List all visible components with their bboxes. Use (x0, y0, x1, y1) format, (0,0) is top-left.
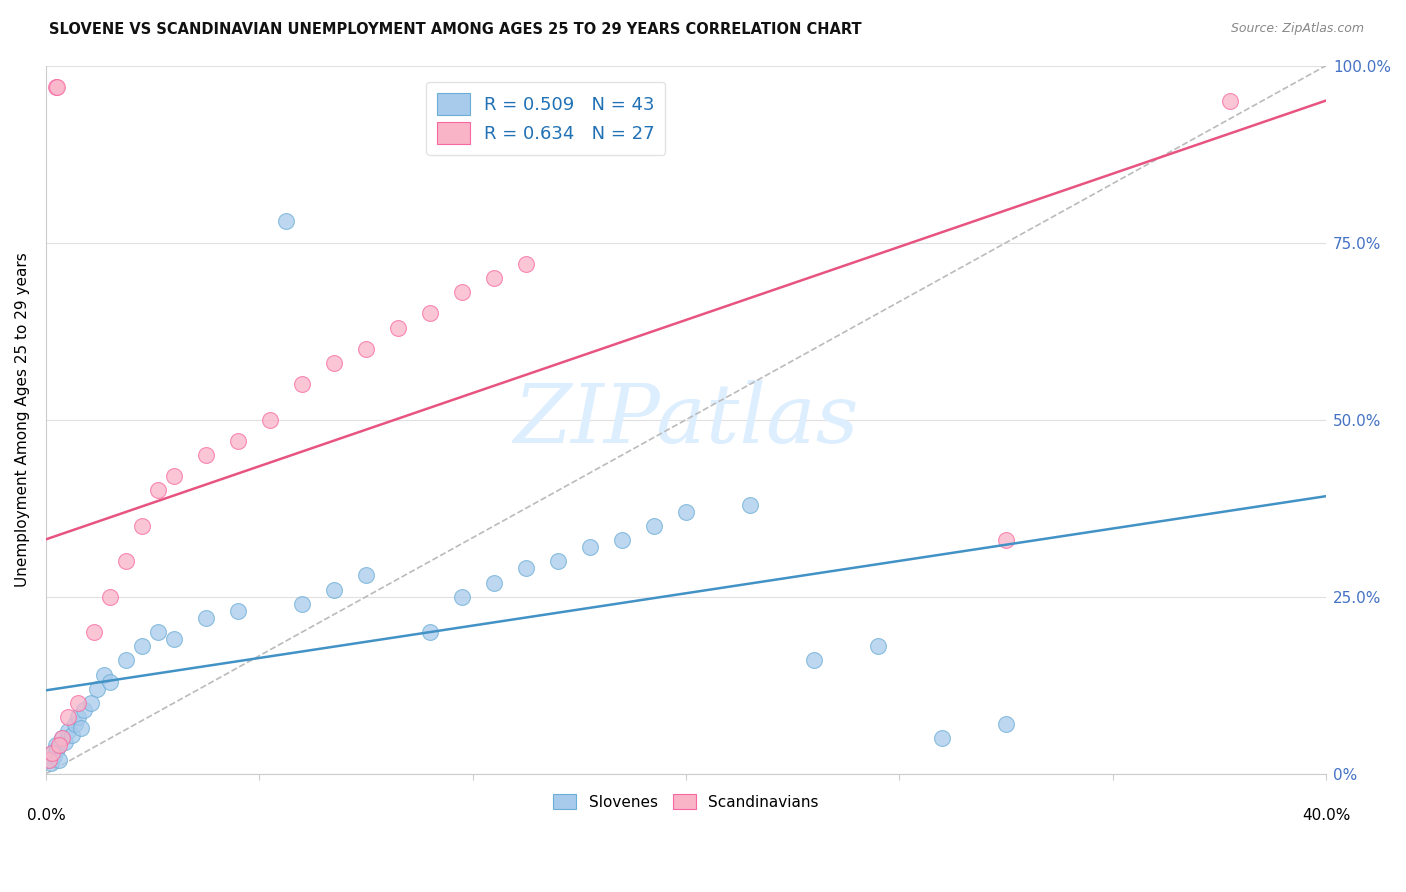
Point (515, 561, 537, 575)
Text: 0.0%: 0.0% (27, 808, 65, 823)
Text: ZIPatlas: ZIPatlas (513, 380, 859, 459)
Point (226, 604, 249, 618)
Point (45, 79, 67, 94)
Point (146, 483, 169, 498)
Point (274, 214, 297, 228)
Point (419, 625, 441, 640)
Point (451, 285, 474, 300)
Point (163, 469, 186, 483)
Point (226, 434, 249, 448)
Legend: Slovenes, Scandinavians: Slovenes, Scandinavians (547, 788, 825, 815)
Point (83, 625, 105, 640)
Text: 40.0%: 40.0% (1302, 808, 1350, 823)
Point (41, 746, 63, 760)
Point (419, 306, 441, 320)
Y-axis label: Unemployment Among Ages 25 to 29 years: Unemployment Among Ages 25 to 29 years (15, 252, 30, 587)
Point (995, 533, 1018, 547)
Point (38, 753, 60, 767)
Point (39, 756, 62, 771)
Point (48, 739, 70, 753)
Point (115, 653, 138, 667)
Point (291, 597, 314, 611)
Point (803, 653, 825, 667)
Point (146, 625, 169, 640)
Point (738, 498, 761, 512)
Point (93, 667, 115, 681)
Point (58, 724, 80, 739)
Point (46, 79, 69, 94)
Point (354, 342, 377, 356)
Point (323, 356, 346, 370)
Point (866, 640, 889, 654)
Point (291, 377, 314, 392)
Point (66, 710, 89, 724)
Point (51, 731, 73, 746)
Point (73, 703, 96, 717)
Point (131, 640, 153, 654)
Point (98, 674, 121, 689)
Point (195, 448, 218, 462)
Point (60, 728, 83, 742)
Point (259, 412, 281, 426)
Point (66, 696, 89, 710)
Point (995, 717, 1018, 731)
Point (547, 554, 569, 568)
Text: Source: ZipAtlas.com: Source: ZipAtlas.com (1230, 22, 1364, 36)
Point (42, 749, 65, 764)
Point (515, 257, 537, 271)
Point (610, 533, 633, 547)
Point (163, 632, 186, 647)
Point (643, 519, 665, 533)
Point (63, 717, 86, 731)
Point (53, 735, 76, 749)
Point (98, 590, 121, 604)
Point (58, 710, 80, 724)
Point (675, 505, 697, 519)
Point (451, 590, 474, 604)
Point (80, 696, 103, 710)
Point (38, 753, 60, 767)
Point (482, 575, 505, 590)
Point (86, 681, 108, 696)
Text: SLOVENE VS SCANDINAVIAN UNEMPLOYMENT AMONG AGES 25 TO 29 YEARS CORRELATION CHART: SLOVENE VS SCANDINAVIAN UNEMPLOYMENT AMO… (49, 22, 862, 37)
Point (195, 611, 218, 625)
Point (482, 271, 505, 285)
Point (46, 742, 69, 756)
Point (41, 746, 63, 760)
Point (354, 568, 377, 582)
Point (1219, 94, 1241, 108)
Point (48, 753, 70, 767)
Point (45, 739, 67, 753)
Point (115, 554, 138, 568)
Point (579, 540, 602, 554)
Point (323, 582, 346, 597)
Point (931, 731, 953, 746)
Point (131, 519, 153, 533)
Point (70, 721, 93, 735)
Point (51, 731, 73, 746)
Point (387, 320, 409, 334)
